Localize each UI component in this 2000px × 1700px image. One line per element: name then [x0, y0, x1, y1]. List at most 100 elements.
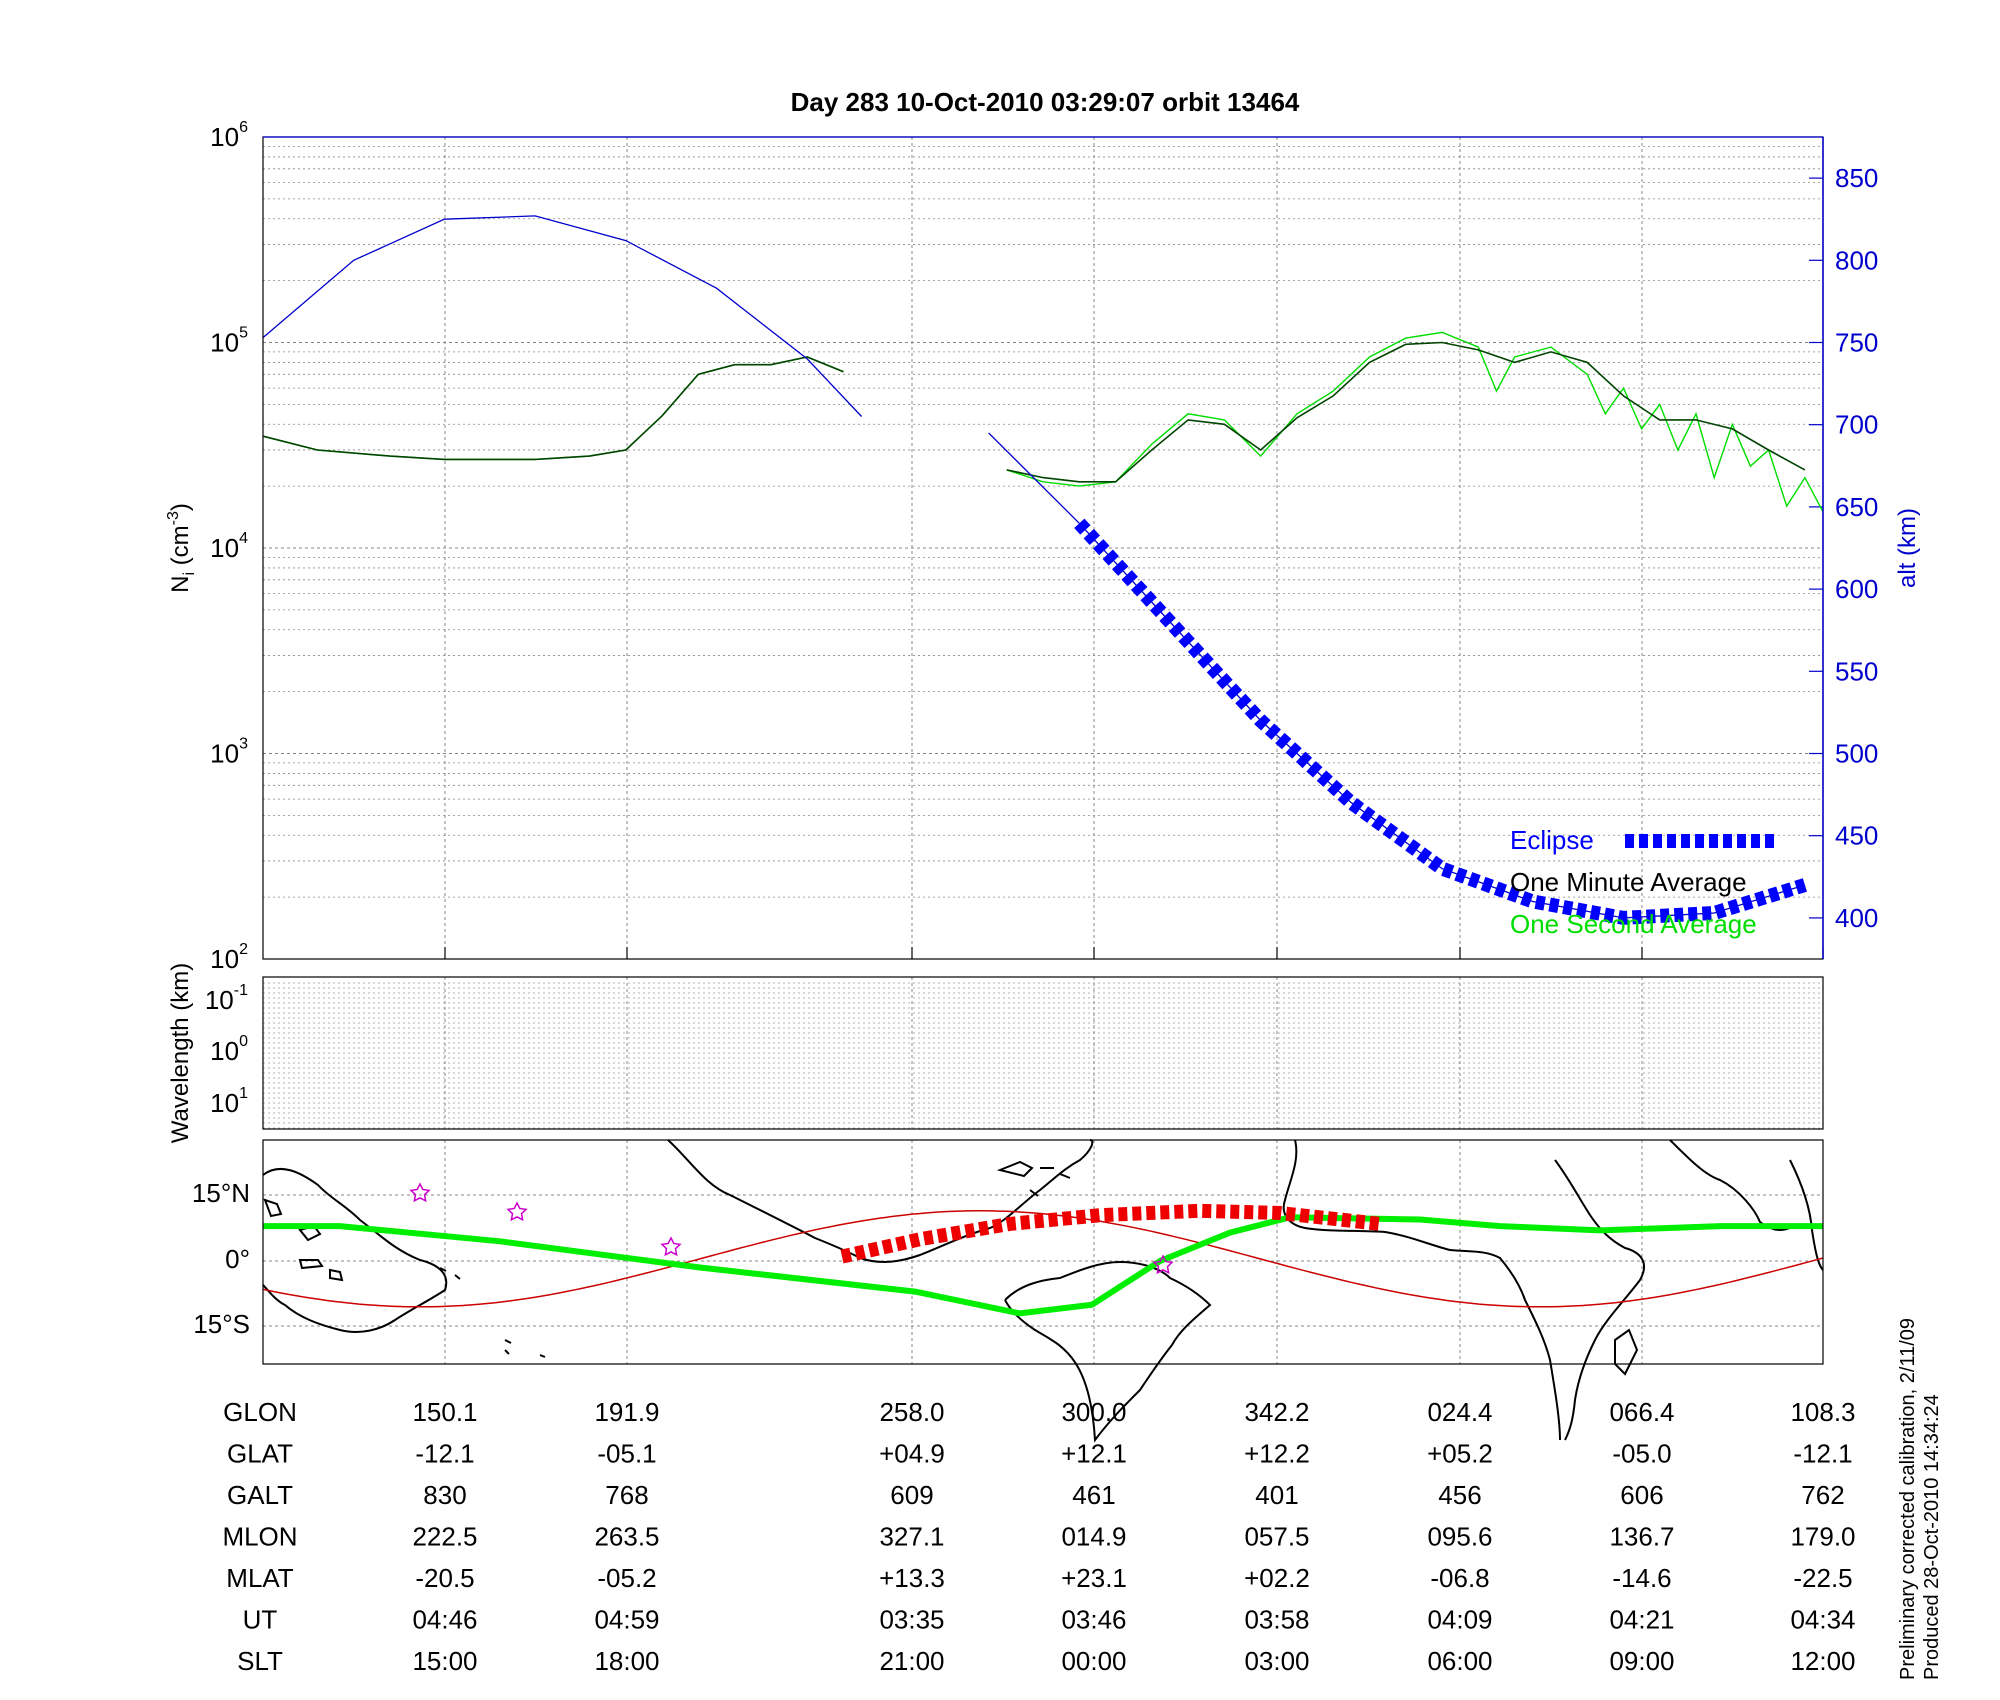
altitude-axis-label: alt (km) [1894, 508, 1921, 588]
table-cell: 136.7 [1609, 1522, 1674, 1552]
density-y-tick-label: 105 [210, 325, 248, 358]
density-gridlines [263, 137, 1824, 959]
map-plot-frame [262, 1139, 1824, 1365]
chart-title: Day 283 10-Oct-2010 03:29:07 orbit 13464 [791, 87, 1300, 117]
density-y-axis-label: Ni (cm-3) [165, 503, 198, 593]
wavelength-plot-frame [262, 976, 1824, 1130]
table-cell: +13.3 [879, 1563, 945, 1593]
coastline-islands-west [263, 1198, 344, 1282]
tick-exponent: 6 [239, 119, 248, 136]
table-cell: 03:46 [1061, 1605, 1126, 1635]
map-lat-label-0: 0° [225, 1244, 250, 1274]
table-row-label: GALT [227, 1480, 293, 1510]
table-cell: 606 [1620, 1480, 1663, 1510]
density-y-tick-label: 103 [210, 736, 248, 769]
table-cell: 108.3 [1790, 1397, 1855, 1427]
table-cell: 300.0 [1061, 1397, 1126, 1427]
map-lat-label-15n: 15°N [192, 1178, 250, 1208]
table-cell: -12.1 [1793, 1439, 1852, 1469]
wavelength-y-tick-label: 101 [210, 1085, 248, 1118]
table-cell: 222.5 [412, 1522, 477, 1552]
table-cell: -12.1 [415, 1439, 474, 1469]
legend-second-label: One Second Average [1510, 909, 1757, 939]
calibration-note-line2: Produced 28-Oct-2010 14:34:24 [1921, 1394, 1943, 1680]
wavelength-y-axis-label: Wavelength (km) [167, 963, 194, 1144]
star-marker [660, 1236, 682, 1257]
tick-base: 10 [210, 533, 239, 563]
coastline-india [1789, 1159, 1824, 1271]
coastline-south-america [1004, 1260, 1212, 1443]
table-cell: 04:09 [1427, 1605, 1492, 1635]
table-cell: +23.1 [1061, 1563, 1127, 1593]
altitude-tick-label: 650 [1835, 492, 1878, 522]
table-cell: 461 [1072, 1480, 1115, 1510]
coastline-africa-east [1554, 1159, 1645, 1441]
tick-exponent: -1 [234, 982, 248, 999]
table-cell: 09:00 [1609, 1646, 1674, 1676]
table-cell: 456 [1438, 1480, 1481, 1510]
table-cell: -06.8 [1430, 1563, 1489, 1593]
wavelength-y-tick-label: 10-1 [205, 982, 248, 1015]
table-cell: 04:34 [1790, 1605, 1855, 1635]
table-cell: 830 [423, 1480, 466, 1510]
table-row-label: MLON [222, 1522, 297, 1552]
table-cell: 191.9 [594, 1397, 659, 1427]
altitude-line [262, 215, 1806, 919]
star-marker [1152, 1254, 1174, 1275]
station-markers [409, 1182, 1174, 1275]
legend-eclipse-label: Eclipse [1510, 825, 1594, 855]
table-cell: -05.2 [597, 1563, 656, 1593]
table-cell: +12.1 [1061, 1439, 1127, 1469]
coastlines [262, 1139, 1824, 1443]
table-cell: -22.5 [1793, 1563, 1852, 1593]
table-cell: -14.6 [1612, 1563, 1671, 1593]
table-cell: 095.6 [1427, 1522, 1492, 1552]
altitude-tick-label: 450 [1835, 821, 1878, 851]
orbit-parameter-table: GLON 150.1 191.9 258.0 300.0 342.2 024.4 066.4 1… [222, 1397, 1855, 1676]
table-row-label: MLAT [226, 1563, 294, 1593]
altitude-tick-label: 750 [1835, 328, 1878, 358]
coastline-caribbean [996, 1160, 1071, 1197]
table-cell: 06:00 [1427, 1646, 1492, 1676]
table-cell: +12.2 [1244, 1439, 1310, 1469]
chart-legend: Eclipse One Minute Average One Second Av… [1510, 825, 1775, 939]
table-cell: 04:21 [1609, 1605, 1674, 1635]
table-cell: 18:00 [594, 1646, 659, 1676]
tick-base: 10 [210, 122, 239, 152]
table-cell: -20.5 [415, 1563, 474, 1593]
table-cell: 014.9 [1061, 1522, 1126, 1552]
table-cell: 04:46 [412, 1605, 477, 1635]
legend-minute-label: One Minute Average [1510, 867, 1747, 897]
table-cell: 609 [890, 1480, 933, 1510]
satellite-ground-track [263, 1214, 1823, 1317]
star-marker [506, 1201, 528, 1222]
one-minute-average-line [262, 341, 1806, 483]
tick-base: 10 [210, 944, 239, 974]
table-cell: 327.1 [879, 1522, 944, 1552]
coastline-north-america [667, 1139, 1094, 1263]
map-lat-label-15s: 15°S [193, 1309, 250, 1339]
coastline-africa [1282, 1139, 1561, 1441]
table-cell: 401 [1255, 1480, 1298, 1510]
tick-base: 10 [210, 1036, 239, 1066]
one-second-average-line [262, 331, 1824, 513]
table-row-label: SLT [237, 1646, 283, 1676]
tick-exponent: 4 [239, 530, 248, 547]
table-cell: 15:00 [412, 1646, 477, 1676]
table-cell: +04.9 [879, 1439, 945, 1469]
coastline-madagascar [1614, 1328, 1639, 1376]
table-cell: +02.2 [1244, 1563, 1310, 1593]
table-cell: 150.1 [412, 1397, 477, 1427]
wavelength-gridlines [263, 977, 1824, 1129]
altitude-axis: 400 450 500 550 600 650 700 750 800 850 [1809, 163, 1878, 933]
altitude-tick-label: 400 [1835, 903, 1878, 933]
calibration-note-line1: Preliminary corrected calibration, 2/11/… [1897, 1318, 1919, 1680]
wavelength-y-tick-label: 100 [210, 1033, 248, 1066]
density-y-tick-label: 106 [210, 119, 248, 152]
table-cell: 263.5 [594, 1522, 659, 1552]
tick-base: 10 [210, 1088, 239, 1118]
table-cell: 024.4 [1427, 1397, 1492, 1427]
tick-exponent: 1 [239, 1085, 248, 1102]
coastline-australasia [262, 1167, 448, 1333]
